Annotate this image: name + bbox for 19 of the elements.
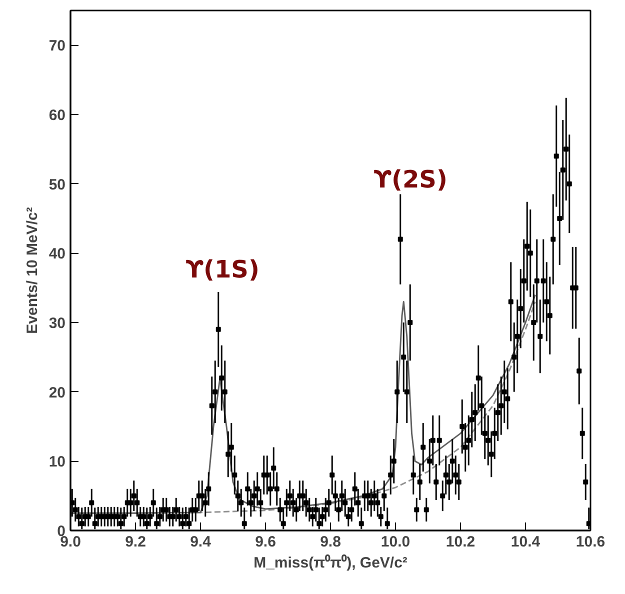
x-tick-label: 9.6 [255,534,276,550]
x-tick-label: 9.2 [125,534,146,550]
y-tick-label: 50 [48,176,66,194]
x-tick-label: 10.4 [510,534,541,550]
x-tick-label: 10.0 [380,534,410,550]
x-tick-label: 9.4 [190,534,212,550]
y-tick-label: 40 [48,246,66,263]
y-axis-title: Events/ 10 MeV/c² [24,207,41,334]
annotation: ϒ(2S) [374,166,448,194]
y-tick-label: 70 [48,38,66,55]
x-axis-title: M_miss(π⁰π⁰), GeV/c² [254,554,408,572]
y-tick-label: 10 [48,454,66,471]
y-tick-label: 30 [48,315,66,332]
y-tick-label: 60 [48,107,66,124]
y-tick-label: 20 [48,384,66,402]
x-tick-label: 9.8 [320,534,341,550]
x-tick-label: 10.6 [576,534,606,550]
annotation: ϒ(1S) [186,256,260,284]
x-tick-label: 10.2 [446,534,476,550]
